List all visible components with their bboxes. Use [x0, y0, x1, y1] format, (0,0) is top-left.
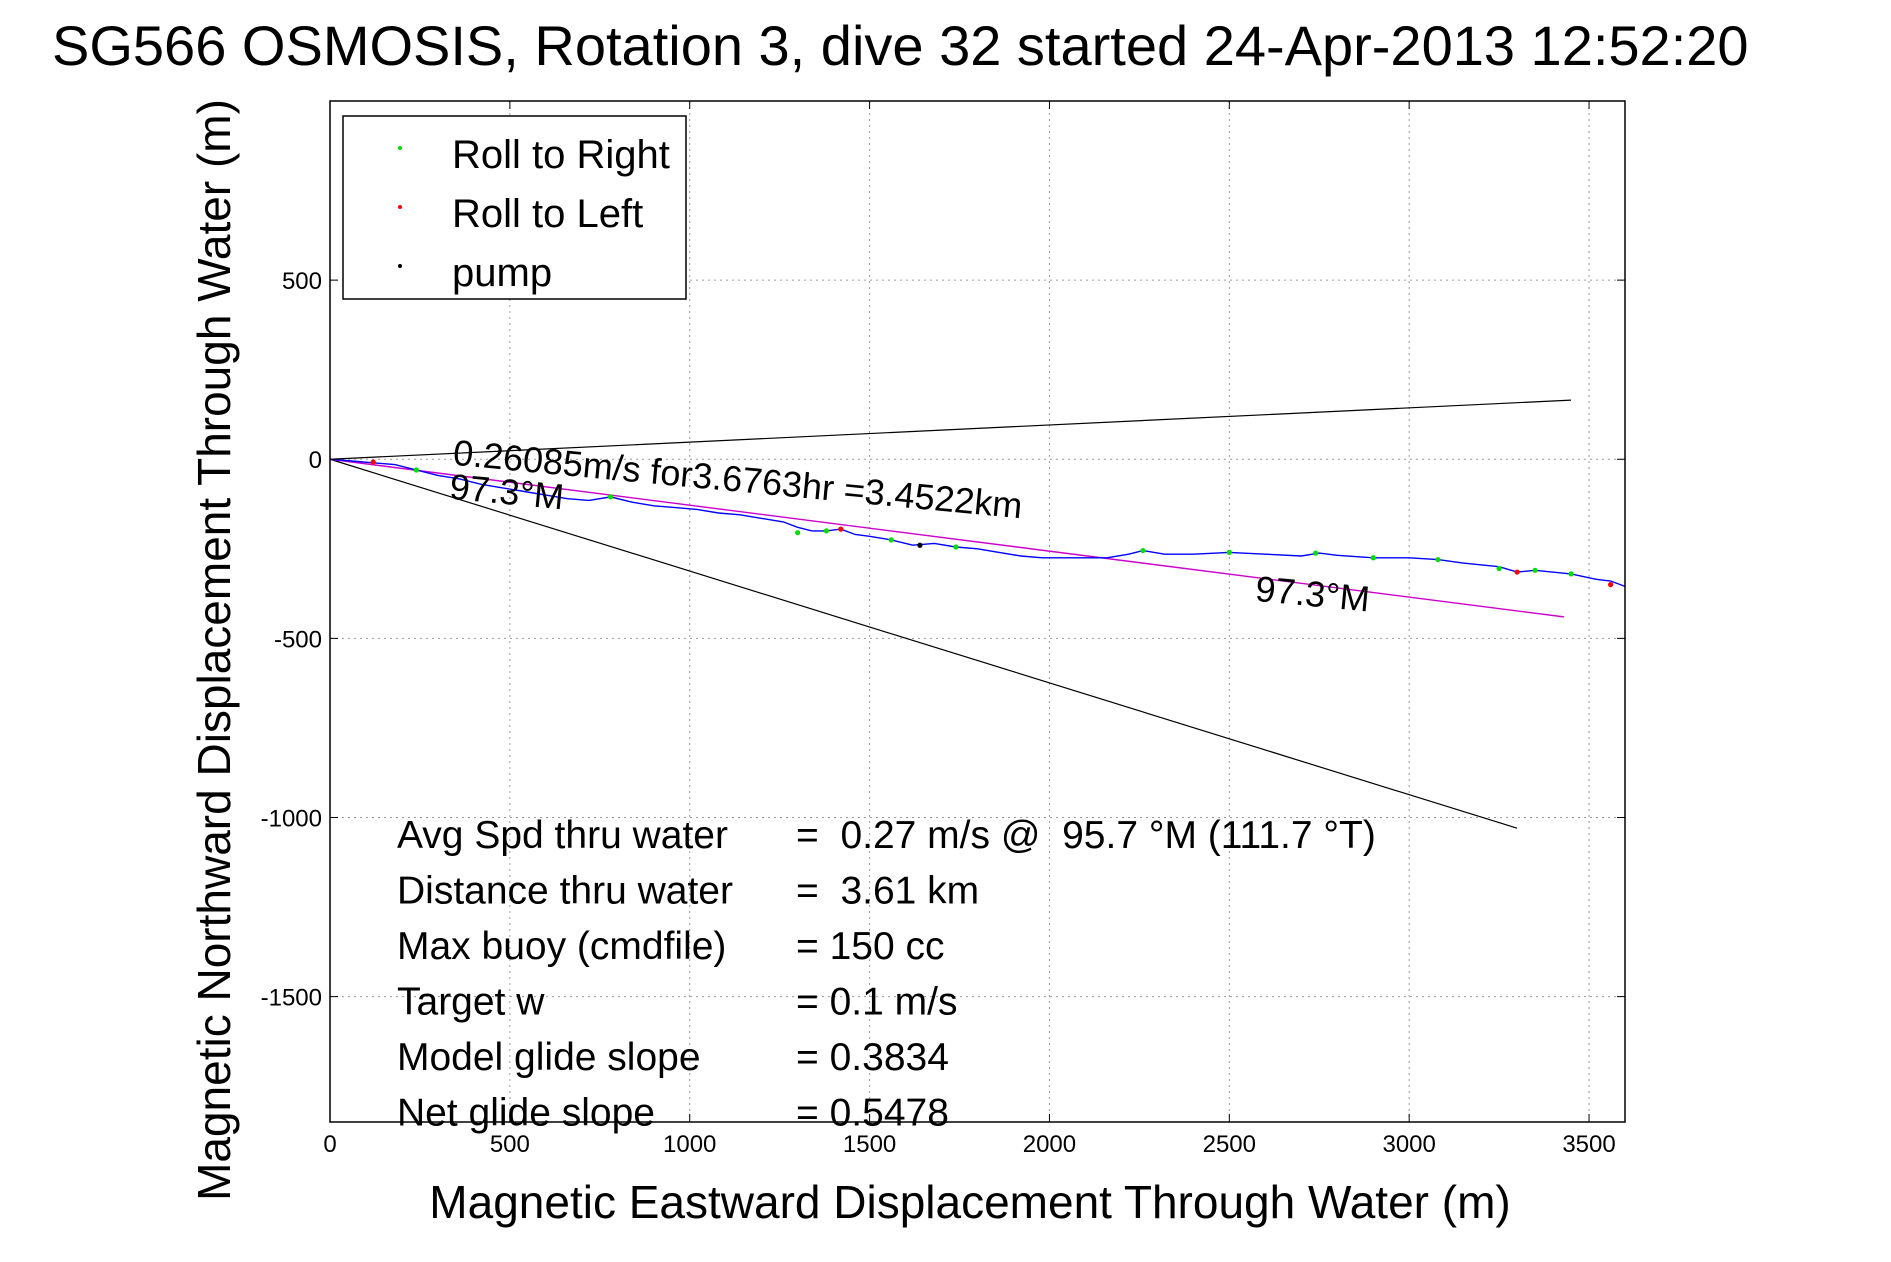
y-tick-label: -1000 [261, 805, 322, 832]
roll-right-point [1496, 565, 1502, 572]
stat-label: Net glide slope [397, 1092, 655, 1135]
stats-block: Avg Spd thru water = 0.27 m/s @ 95.7 °M (… [397, 814, 1376, 1135]
heading-line [329, 458, 1564, 618]
roll-left-point [838, 526, 844, 532]
plot-frame [329, 100, 1626, 1123]
legend-swatch-roll-left [398, 205, 402, 209]
x-tick-label: 3000 [1382, 1131, 1435, 1158]
roll-right-point [1532, 567, 1538, 573]
x-tick-label: 1500 [843, 1131, 896, 1158]
y-tick-label: -1500 [261, 985, 322, 1012]
stat-label: Target w [397, 981, 545, 1024]
roll-right-point [1226, 549, 1232, 555]
stat-label: Max buoy (cmdfile) [397, 925, 726, 968]
y-tick-label: 0 [309, 447, 322, 474]
roll-right-point [607, 494, 614, 500]
pump-point [917, 542, 923, 548]
stat-label: Model glide slope [397, 1036, 701, 1079]
stat-label: Distance thru water [397, 870, 733, 913]
legend-swatch-roll-right [398, 146, 402, 150]
roll-right-point [1370, 555, 1376, 561]
roll-right-point [888, 537, 894, 543]
stat-value: = 3.61 km [796, 870, 979, 913]
legend-label-roll-right: Roll to Right [452, 133, 670, 177]
x-tick-label: 1000 [663, 1131, 716, 1158]
roll-right-point [413, 467, 419, 473]
stat-label: Avg Spd thru water [397, 814, 728, 857]
roll-left-point [1514, 569, 1520, 575]
envelope-line [329, 399, 1572, 460]
roll-right-point [953, 544, 959, 550]
stat-value: = 0.27 m/s @ 95.7 °M (111.7 °T) [796, 814, 1376, 857]
roll-right-point [795, 530, 801, 536]
stat-value: = 0.3834 [796, 1036, 949, 1079]
roll-right-point [1435, 556, 1441, 563]
envelope-lines [329, 399, 1572, 829]
roll-right-point [1568, 571, 1574, 577]
y-tick-label: 500 [282, 268, 322, 295]
annotations: 0.26085m/s for3.6763hr =3.4522km97.3°M97… [448, 432, 1372, 620]
envelope-line [329, 458, 1518, 829]
chart-title: SG566 OSMOSIS, Rotation 3, dive 32 start… [52, 14, 1749, 77]
annotation-text: 97.3°M [1254, 568, 1372, 620]
grid [330, 101, 1625, 1122]
stat-value: = 0.5478 [796, 1092, 949, 1135]
axis-ticks: 0 500 1000 1500 2000 2500 3000 3500 500 0 -500 -100… [261, 101, 1625, 1158]
x-tick-label: 500 [490, 1131, 530, 1158]
stat-value: = 150 cc [796, 925, 945, 968]
x-tick-label: 3500 [1562, 1131, 1615, 1158]
roll-right-point [1313, 550, 1319, 556]
roll-right-point [823, 528, 830, 534]
legend-label-pump: pump [452, 251, 552, 295]
x-tick-label: 0 [323, 1131, 336, 1158]
legend: Roll to Right Roll to Left pump [342, 115, 687, 300]
y-tick-label: -500 [274, 626, 322, 653]
x-tick-label: 2000 [1023, 1131, 1076, 1158]
legend-label-roll-left: Roll to Left [452, 192, 643, 236]
x-tick-label: 2500 [1203, 1131, 1256, 1158]
heading-line-group [329, 458, 1564, 618]
x-axis-label: Magnetic Eastward Displacement Through W… [429, 1176, 1510, 1228]
y-axis-label: Magnetic Northward Displacement Through … [188, 99, 240, 1201]
roll-left-point [1608, 582, 1614, 588]
track-line [329, 458, 1626, 588]
track-group [329, 458, 1626, 588]
stat-value: = 0.1 m/s [796, 981, 957, 1024]
roll-left-point [370, 459, 376, 465]
markers [370, 459, 1614, 588]
roll-right-point [1140, 547, 1146, 554]
legend-swatch-pump [398, 264, 402, 268]
